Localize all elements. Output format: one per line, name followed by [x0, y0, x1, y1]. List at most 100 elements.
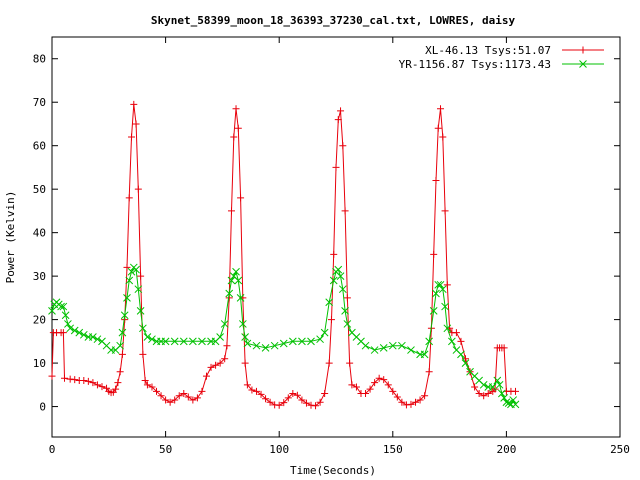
data-point [125, 276, 134, 285]
data-point [341, 207, 349, 215]
data-point [457, 350, 465, 359]
data-point [136, 307, 145, 315]
legend-label: YR-1156.87 Tsys:1173.43 [399, 58, 551, 71]
data-point [89, 333, 97, 341]
data-point [261, 344, 270, 352]
data-point [175, 392, 183, 400]
data-point [430, 250, 438, 258]
data-point [352, 383, 360, 391]
data-point [225, 289, 234, 298]
data-point [148, 383, 156, 391]
data-point [334, 265, 343, 274]
data-point [339, 142, 347, 150]
data-point [284, 394, 292, 402]
data-point [234, 124, 242, 132]
data-point [348, 381, 356, 389]
data-point [61, 311, 70, 320]
data-point [75, 328, 84, 337]
data-point [143, 381, 151, 389]
data-point [502, 398, 511, 407]
data-point [120, 311, 129, 320]
data-point [166, 398, 174, 406]
data-point [441, 302, 449, 311]
data-point [441, 207, 449, 215]
data-point [439, 133, 447, 141]
data-point [316, 398, 324, 406]
data-point [488, 383, 497, 391]
data-point [511, 387, 519, 395]
data-point [407, 400, 415, 408]
data-point [452, 329, 460, 337]
data-point [437, 105, 445, 113]
data-point [98, 383, 106, 391]
data-point [388, 341, 397, 350]
data-point [57, 302, 65, 311]
y-tick-label: 0 [39, 401, 46, 414]
data-point [238, 320, 247, 328]
data-point [384, 381, 392, 389]
chart-title: Skynet_58399_moon_18_36393_37230_cal.txt… [151, 14, 516, 27]
data-point [148, 335, 156, 344]
legend-label: XL-46.13 Tsys:51.07 [425, 44, 551, 57]
data-point [93, 335, 102, 344]
data-point [262, 395, 270, 403]
data-point [332, 163, 340, 171]
data-point [443, 281, 451, 289]
data-point [130, 100, 138, 108]
data-point [436, 280, 445, 289]
data-point [189, 396, 197, 404]
data-point [234, 276, 243, 285]
data-point [393, 393, 401, 401]
plot-area-frame [51, 36, 621, 438]
data-point [216, 359, 224, 367]
data-point [141, 376, 149, 384]
data-point [80, 376, 88, 384]
data-point [132, 120, 140, 128]
data-point [493, 376, 502, 385]
data-point [366, 385, 374, 393]
data-point [128, 133, 136, 141]
series-layer [48, 100, 520, 410]
data-point [71, 376, 79, 384]
data-point [279, 339, 288, 348]
legend-swatch-marker [579, 60, 587, 68]
data-point [334, 116, 342, 124]
data-point [223, 342, 231, 350]
data-point [243, 381, 251, 389]
data-point [320, 328, 329, 337]
data-point [480, 392, 488, 400]
data-point [161, 337, 170, 346]
data-point [270, 341, 279, 350]
data-point [471, 383, 479, 391]
data-point [59, 329, 67, 337]
x-tick-label: 150 [383, 443, 403, 456]
data-point [227, 207, 235, 215]
data-point [361, 341, 370, 350]
y-tick-label: 80 [33, 53, 46, 66]
series-line [51, 104, 516, 407]
data-point [236, 294, 245, 302]
data-point [118, 328, 127, 337]
data-point [298, 337, 306, 346]
data-point [180, 390, 188, 398]
x-tick-label: 200 [496, 443, 516, 456]
data-point [329, 276, 338, 285]
data-point [484, 390, 492, 398]
data-point [432, 176, 440, 184]
data-point [157, 392, 165, 400]
data-point [389, 387, 397, 395]
data-point [84, 377, 92, 385]
data-point [227, 276, 236, 285]
data-point [184, 393, 192, 401]
data-point [257, 390, 265, 398]
data-point [143, 333, 152, 341]
data-point [230, 133, 238, 141]
data-point [434, 124, 442, 132]
data-point [60, 374, 68, 382]
data-point [371, 379, 379, 387]
data-point [398, 398, 406, 406]
data-point [362, 390, 370, 398]
data-point [312, 402, 320, 410]
data-point [112, 385, 120, 393]
data-point [139, 350, 147, 358]
